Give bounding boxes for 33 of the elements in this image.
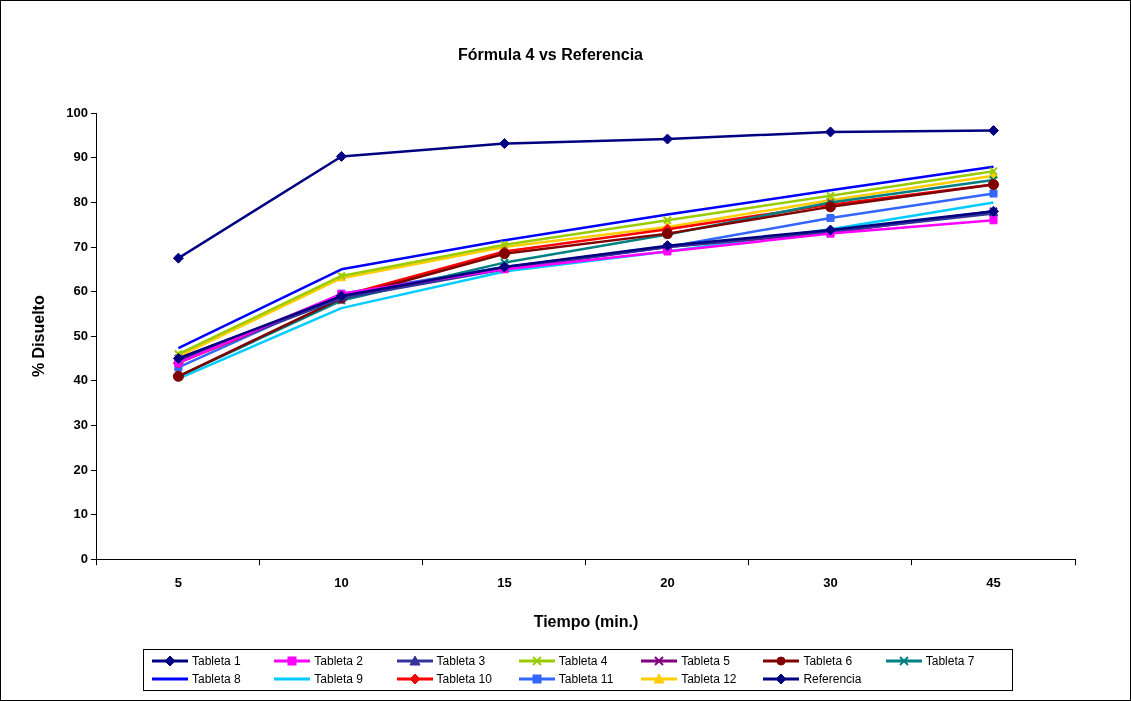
legend-label: Tableta 9 <box>314 672 363 686</box>
chart-title: Fórmula 4 vs Referencia <box>458 46 644 64</box>
y-tick-label: 60 <box>73 283 88 299</box>
y-tick-label: 50 <box>73 327 88 343</box>
legend-label: Tableta 4 <box>558 654 608 668</box>
y-tick-label: 10 <box>73 506 88 522</box>
y-tick-label: 20 <box>73 461 88 477</box>
legend-label: Tableta 7 <box>925 654 975 668</box>
x-tick-label: 15 <box>497 574 512 590</box>
legend-label: Tableta 2 <box>314 654 363 668</box>
legend-label: Tableta 5 <box>681 654 730 668</box>
legend-label: Tableta 1 <box>192 654 241 668</box>
x-tick-label: 20 <box>660 574 675 590</box>
x-tick-label: 5 <box>174 574 183 590</box>
y-tick-label: 80 <box>73 193 88 209</box>
y-tick-label: 90 <box>73 149 88 165</box>
x-tick-label: 45 <box>986 574 1001 590</box>
y-tick-label: 100 <box>66 104 88 120</box>
legend-label: Tableta 12 <box>681 672 737 686</box>
y-tick-label: 30 <box>73 416 88 432</box>
y-tick-label: 40 <box>73 372 88 388</box>
legend-label: Tableta 10 <box>436 672 492 686</box>
legend-label: Tableta 8 <box>192 672 241 686</box>
y-axis-title: % Disuelto <box>30 295 48 378</box>
legend-label: Tableta 6 <box>803 654 853 668</box>
legend-label: Tableta 11 <box>558 672 614 686</box>
legend-label: Tableta 3 <box>436 654 486 668</box>
x-tick-label: 30 <box>823 574 838 590</box>
legend-label: Referencia <box>803 672 862 686</box>
x-axis-title: Tiempo (min.) <box>533 612 639 630</box>
x-tick-label: 10 <box>334 574 349 590</box>
y-tick-label: 70 <box>73 238 88 254</box>
y-tick-label: 0 <box>80 550 88 566</box>
